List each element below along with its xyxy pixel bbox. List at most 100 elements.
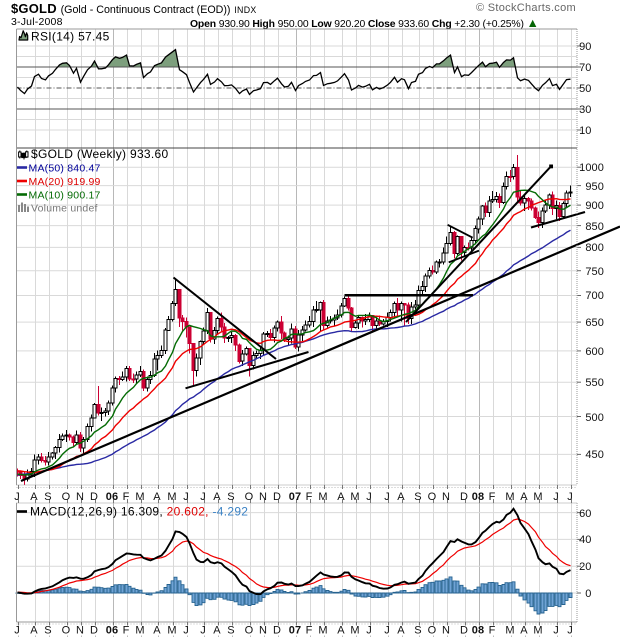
svg-text:J: J [366,625,372,637]
svg-text:70: 70 [579,62,591,74]
svg-text:J: J [183,625,189,637]
svg-text:J: J [553,491,559,503]
svg-text:50: 50 [579,83,591,95]
svg-text:J: J [384,625,390,637]
svg-text:D: D [90,625,98,637]
svg-text:30: 30 [579,104,591,116]
svg-text:N: N [259,491,267,503]
svg-text:950: 950 [585,181,604,193]
svg-text:Volume undef: Volume undef [31,203,98,215]
svg-text:N: N [259,625,267,637]
svg-text:J: J [553,625,559,637]
svg-text:60: 60 [579,508,591,520]
svg-text:F: F [306,491,313,503]
svg-text:06: 06 [106,625,118,637]
svg-text:D: D [273,625,281,637]
svg-text:850: 850 [585,221,604,233]
svg-text:F: F [123,491,130,503]
svg-text:O: O [62,625,71,637]
svg-text:S: S [227,491,234,503]
svg-text:A: A [153,625,161,637]
svg-text:A: A [397,625,405,637]
svg-text:40: 40 [579,534,591,546]
svg-text:800: 800 [585,242,604,254]
svg-text:D: D [460,491,468,503]
svg-text:D: D [90,491,98,503]
svg-text:O: O [62,491,71,503]
svg-text:90: 90 [579,41,591,53]
svg-text:O: O [245,491,254,503]
svg-text:F: F [489,625,496,637]
svg-text:08: 08 [472,625,484,637]
svg-text:J: J [14,625,20,637]
svg-text:A: A [520,491,528,503]
svg-text:J: J [183,491,189,503]
svg-text:600: 600 [585,346,604,358]
svg-text:S: S [227,625,234,637]
svg-text:J: J [384,491,390,503]
svg-text:450: 450 [585,449,604,461]
svg-text:D: D [273,491,281,503]
svg-text:A: A [153,491,161,503]
svg-text:A: A [30,491,38,503]
svg-text:N: N [442,625,450,637]
svg-text:20: 20 [579,561,591,573]
svg-text:08: 08 [472,491,484,503]
svg-text:O: O [428,625,437,637]
svg-text:M: M [135,491,144,503]
svg-text:S: S [44,491,51,503]
svg-text:M: M [167,625,176,637]
svg-text:A: A [213,625,221,637]
svg-text:J: J [567,491,573,503]
svg-text:O: O [245,625,254,637]
svg-text:A: A [213,491,221,503]
svg-text:900: 900 [585,200,604,212]
svg-text:N: N [76,625,84,637]
svg-text:N: N [76,491,84,503]
svg-text:N: N [442,491,450,503]
svg-text:A: A [30,625,38,637]
svg-text:0: 0 [585,588,591,600]
svg-text:S: S [44,625,51,637]
svg-text:J: J [366,491,372,503]
svg-text:M: M [505,625,514,637]
svg-text:J: J [14,491,20,503]
svg-text:O: O [428,491,437,503]
svg-text:MA(20) 919.99: MA(20) 919.99 [29,176,101,188]
svg-text:M: M [318,625,327,637]
svg-text:MA(50) 840.47: MA(50) 840.47 [29,163,101,175]
svg-text:10: 10 [579,125,591,137]
svg-text:M: M [135,625,144,637]
svg-text:M: M [533,491,542,503]
svg-text:700: 700 [585,290,604,302]
svg-text:J: J [567,625,573,637]
svg-text:650: 650 [585,317,604,329]
svg-text:A: A [337,625,345,637]
svg-text:S: S [414,625,421,637]
svg-text:M: M [505,491,514,503]
svg-text:J: J [200,491,206,503]
svg-text:500: 500 [585,412,604,424]
svg-text:F: F [123,625,130,637]
svg-text:M: M [167,491,176,503]
svg-text:A: A [337,491,345,503]
svg-text:$GOLD (Weekly) 933.60: $GOLD (Weekly) 933.60 [31,147,168,161]
svg-text:MACD(12,26,9) 16.309, 20.602,: MACD(12,26,9) 16.309, 20.602, -4.292 [30,505,248,519]
svg-text:06: 06 [106,491,118,503]
svg-text:M: M [533,625,542,637]
svg-text:M: M [350,491,359,503]
svg-text:D: D [460,625,468,637]
svg-text:M: M [350,625,359,637]
svg-text:S: S [414,491,421,503]
svg-text:M: M [318,491,327,503]
svg-text:A: A [520,625,528,637]
svg-text:750: 750 [585,266,604,278]
svg-text:07: 07 [289,625,301,637]
svg-text:RSI(14) 57.45: RSI(14) 57.45 [31,30,110,44]
svg-text:1000: 1000 [579,162,604,174]
svg-text:F: F [306,625,313,637]
svg-text:F: F [489,491,496,503]
svg-text:07: 07 [289,491,301,503]
svg-text:J: J [200,625,206,637]
svg-text:550: 550 [585,377,604,389]
